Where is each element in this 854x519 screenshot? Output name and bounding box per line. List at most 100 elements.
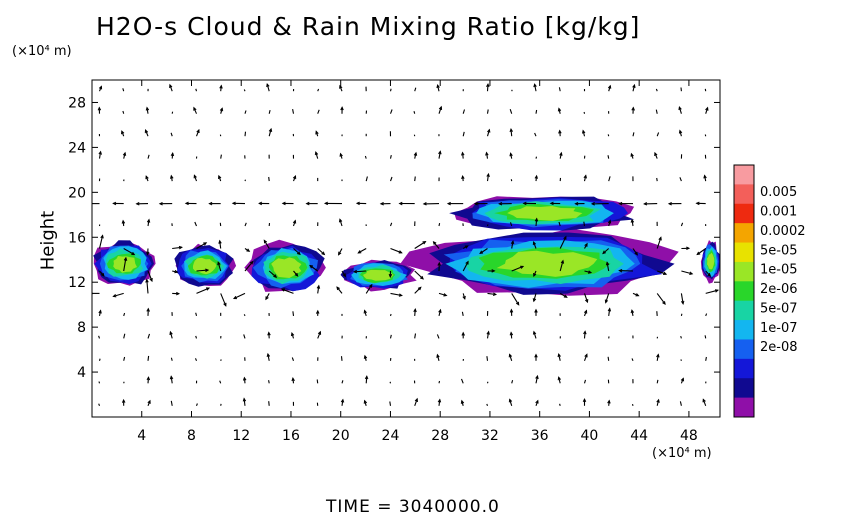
wind-vector-head — [112, 294, 117, 298]
wind-vector-head — [100, 234, 104, 239]
wind-vector — [170, 400, 173, 406]
y-tick-label: 8 — [77, 320, 86, 336]
wind-vector-head — [121, 398, 126, 403]
wind-vector — [486, 173, 490, 182]
wind-vector-head — [630, 218, 635, 223]
wind-vector-head — [97, 106, 102, 111]
wind-vector-head — [422, 240, 427, 245]
wind-vector — [462, 109, 466, 114]
wind-vector-head — [632, 83, 636, 89]
wind-vector-head — [689, 271, 694, 275]
wind-vector — [680, 313, 683, 317]
wind-vector-head — [678, 129, 683, 134]
wind-vector — [389, 222, 393, 227]
wind-vector — [365, 284, 373, 294]
wind-vector — [233, 292, 246, 299]
wind-vector — [389, 154, 392, 159]
wind-vector — [605, 293, 610, 303]
x-tick-label: 44 — [630, 428, 648, 444]
wind-vector-head — [436, 353, 440, 358]
wind-vector — [558, 87, 561, 92]
wind-vector-head — [508, 353, 513, 358]
colorbar-label: 5e-07 — [760, 301, 798, 316]
wind-vector-head — [658, 236, 662, 241]
wind-vector-head — [714, 289, 720, 293]
x-tick-label: 24 — [382, 428, 400, 444]
wind-vector-head — [534, 217, 539, 222]
wind-vector-head — [266, 83, 270, 88]
wind-vector-field — [92, 82, 720, 407]
wind-vector-head — [317, 330, 322, 335]
wind-vector-head — [485, 151, 489, 156]
colorbar-label: 0.0002 — [760, 224, 806, 239]
wind-vector-head — [267, 331, 271, 336]
wind-vector — [317, 248, 325, 255]
wind-vector — [535, 109, 538, 114]
wind-vector — [486, 224, 489, 227]
wind-vector-head — [630, 152, 634, 157]
wind-vector-head — [268, 127, 273, 133]
wind-vector-head — [263, 239, 268, 244]
wind-vector — [364, 155, 367, 159]
colorbar-swatch — [734, 281, 754, 302]
wind-vector — [390, 292, 402, 297]
wind-vector — [147, 270, 153, 282]
wind-vector — [509, 109, 513, 114]
wind-vector — [172, 246, 182, 250]
wind-vector-head — [532, 298, 537, 303]
wind-vector-head — [363, 309, 367, 314]
wind-vector — [607, 155, 610, 159]
wind-vector-head — [98, 309, 102, 314]
wind-vector — [510, 129, 513, 137]
wind-vector-head — [487, 128, 491, 133]
wind-vector-head — [607, 84, 612, 89]
wind-vector — [511, 89, 513, 92]
wind-vector-head — [323, 201, 329, 206]
wind-vector-head — [398, 250, 403, 254]
wind-vector-head — [510, 240, 515, 245]
x-axis-unit: (×10⁴ m) — [652, 446, 712, 461]
wind-vector — [583, 221, 586, 227]
wind-vector-head — [357, 250, 362, 254]
cloud-contour — [496, 250, 598, 277]
wind-vector — [123, 333, 126, 339]
wind-vector-head — [703, 174, 707, 179]
wind-vector — [195, 312, 198, 317]
wind-vector-head — [292, 219, 297, 224]
x-tick-label: 20 — [332, 428, 350, 444]
wind-vector-head — [169, 330, 173, 335]
wind-vector-head — [630, 309, 635, 314]
wind-vector-head — [522, 201, 527, 206]
wind-vector — [217, 262, 222, 272]
colorbar-frame — [733, 164, 755, 418]
wind-vector — [292, 311, 295, 316]
x-axis: 4 8 12 16 20 24 28 32 36 40 44 48 — [137, 80, 698, 444]
wind-vector-head — [678, 106, 682, 111]
wind-vector-head — [379, 201, 384, 206]
wind-vector — [656, 237, 662, 249]
wind-vector — [122, 88, 125, 92]
wind-vector — [679, 177, 682, 182]
wind-vector — [291, 357, 295, 361]
wind-vector-head — [509, 127, 514, 133]
wind-vector-head — [465, 260, 469, 265]
wind-vector-head — [618, 268, 623, 273]
wind-vector-head — [680, 300, 685, 305]
wind-vector — [608, 176, 611, 182]
wind-vector — [559, 403, 561, 406]
wind-vector — [389, 176, 393, 182]
wind-vector — [243, 334, 246, 339]
wind-vector — [680, 359, 682, 361]
wind-vector-head — [558, 129, 562, 134]
y-tick-label: 20 — [68, 185, 86, 201]
wind-vector — [390, 247, 402, 254]
wind-vector-head — [607, 399, 611, 404]
wind-vector-head — [695, 201, 700, 206]
wind-vector-head — [663, 271, 668, 275]
colorbar-swatch — [734, 378, 754, 399]
wind-vector — [608, 308, 611, 316]
y-axis-unit: (×10⁴ m) — [12, 44, 72, 59]
wind-vector-head — [707, 272, 712, 277]
wind-vector-head — [98, 85, 103, 90]
wind-vector-head — [437, 261, 441, 266]
